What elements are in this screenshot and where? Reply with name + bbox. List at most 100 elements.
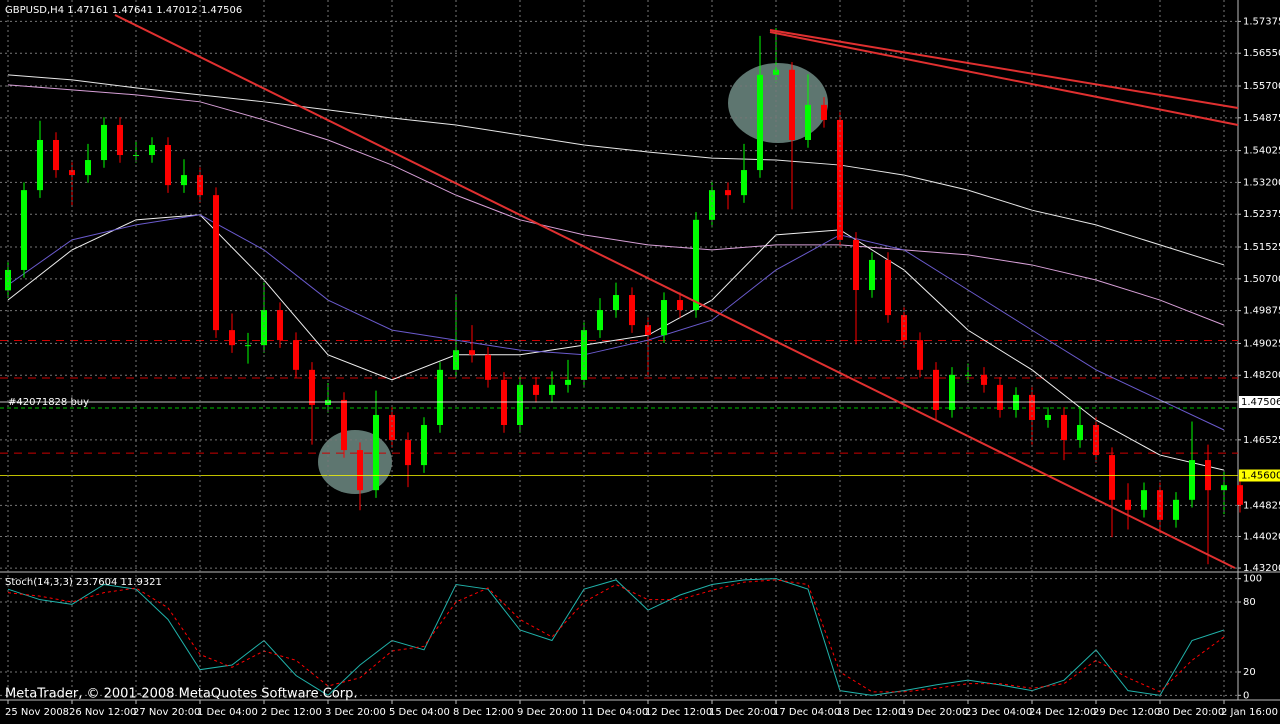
- x-tick-label: 2 Jan 16:00: [1221, 707, 1278, 718]
- candle-body: [1045, 414, 1051, 420]
- candle-body: [53, 139, 59, 171]
- y-tick-label: 1.50700: [1243, 274, 1280, 285]
- footer: MetaTrader, © 2001-2008 MetaQuotes Softw…: [5, 687, 358, 702]
- y-tick-label: 1.44020: [1243, 531, 1280, 542]
- candle-body: [821, 104, 827, 120]
- candle-body: [629, 295, 635, 326]
- candle-body: [37, 139, 43, 191]
- y-tick-label: 1.53200: [1243, 177, 1280, 188]
- candle-body: [1221, 485, 1227, 491]
- x-tick-label: 2 Dec 12:00: [261, 707, 322, 718]
- x-tick-label: 15 Dec 20:00: [709, 707, 776, 718]
- y-tick-label: 1.54875: [1243, 113, 1280, 124]
- moving-average: [7, 214, 1225, 431]
- candle-body: [373, 414, 379, 491]
- candle-body: [293, 340, 299, 370]
- candle-body: [1173, 499, 1179, 520]
- candle-body: [421, 424, 427, 466]
- indicator-line: [7, 578, 1225, 696]
- x-tick-label: 29 Dec 12:00: [1093, 707, 1160, 718]
- y-tick-label: 1.44825: [1243, 500, 1280, 511]
- x-tick-label: 23 Dec 04:00: [965, 707, 1032, 718]
- candle-body: [405, 440, 411, 466]
- candle-body: [325, 399, 331, 405]
- candle-body: [677, 300, 683, 311]
- candle-body: [117, 124, 123, 156]
- candle-body: [981, 374, 987, 385]
- x-tick-label: 24 Dec 12:00: [1029, 707, 1096, 718]
- y-tick-label: 1.51525: [1243, 242, 1280, 253]
- candle-body: [357, 450, 363, 491]
- y-tick-label: 1.49875: [1243, 306, 1280, 317]
- candle-body: [21, 190, 27, 270]
- trendline: [114, 14, 1236, 569]
- candle-body: [389, 414, 395, 441]
- y-tick-label: 1.54025: [1243, 146, 1280, 157]
- x-tick-label: 3 Dec 20:00: [325, 707, 386, 718]
- y-tick-label: 1.43200: [1243, 563, 1280, 574]
- moving-average: [7, 74, 1225, 266]
- candle-body: [885, 259, 891, 316]
- candle-body: [341, 399, 347, 451]
- x-tick-label: 11 Dec 04:00: [581, 707, 648, 718]
- candle-body: [757, 74, 763, 171]
- candle-body: [533, 384, 539, 395]
- candle-body: [1061, 414, 1067, 441]
- candle-body: [581, 330, 587, 380]
- indicator-line: [7, 579, 1225, 693]
- y-tick-label: 1.49025: [1243, 338, 1280, 349]
- candle-body: [709, 190, 715, 220]
- x-tick-label: 19 Dec 20:00: [901, 707, 968, 718]
- candle-body: [1013, 394, 1019, 410]
- plot: [0, 0, 1280, 704]
- x-tick-label: 9 Dec 20:00: [517, 707, 578, 718]
- candle-body: [1141, 490, 1147, 510]
- candle-body: [485, 354, 491, 380]
- y-tick-label: 1.57375: [1243, 16, 1280, 27]
- highlight-circle: [728, 63, 828, 143]
- candle-body: [837, 119, 843, 240]
- y-tick-label: 1.52375: [1243, 209, 1280, 220]
- candle-body: [789, 69, 795, 140]
- price-tag: [1239, 469, 1280, 482]
- candle-body: [1189, 460, 1195, 500]
- candle-body: [1109, 455, 1115, 500]
- candle-body: [149, 145, 155, 156]
- x-tick-label: 25 Nov 2008: [5, 707, 69, 718]
- candle-body: [869, 259, 875, 291]
- x-tick-label: 18 Dec 12:00: [837, 707, 904, 718]
- candle-body: [85, 160, 91, 176]
- x-tick-label: 26 Nov 12:00: [69, 707, 136, 718]
- indicator-title: Stoch(14,3,3) 23.7604 11.9321: [5, 577, 162, 588]
- candle-body: [917, 340, 923, 370]
- y-tick-label: 1.46525: [1243, 435, 1280, 446]
- candle-body: [437, 369, 443, 425]
- price-tag-label: 1.45600: [1241, 471, 1280, 482]
- x-tick-label: 30 Dec 20:00: [1157, 707, 1224, 718]
- candle-body: [1029, 394, 1035, 420]
- y-tick-label: 0: [1243, 690, 1249, 701]
- moving-average: [7, 84, 1225, 326]
- candle-body: [725, 190, 731, 196]
- candle-body: [1237, 485, 1243, 505]
- candle-body: [773, 69, 779, 75]
- candle-body: [165, 145, 171, 186]
- candle-body: [741, 170, 747, 196]
- candle-body: [933, 369, 939, 410]
- candle-body: [277, 310, 283, 341]
- candle-body: [549, 384, 555, 395]
- candle-body: [261, 310, 267, 346]
- candle-body: [181, 175, 187, 186]
- x-tick-label: 5 Dec 04:00: [389, 707, 450, 718]
- y-tick-label: 1.56550: [1243, 48, 1280, 59]
- candle-body: [501, 379, 507, 425]
- x-tick-label: 8 Dec 12:00: [453, 707, 514, 718]
- x-tick-label: 1 Dec 04:00: [197, 707, 258, 718]
- candle-body: [565, 379, 571, 385]
- y-tick-label: 80: [1243, 597, 1256, 608]
- order-label: #42071828 buy: [8, 397, 89, 408]
- trendline: [769, 31, 1239, 126]
- chart-title: GBPUSD,H4 1.47161 1.47641 1.47012 1.4750…: [5, 5, 242, 16]
